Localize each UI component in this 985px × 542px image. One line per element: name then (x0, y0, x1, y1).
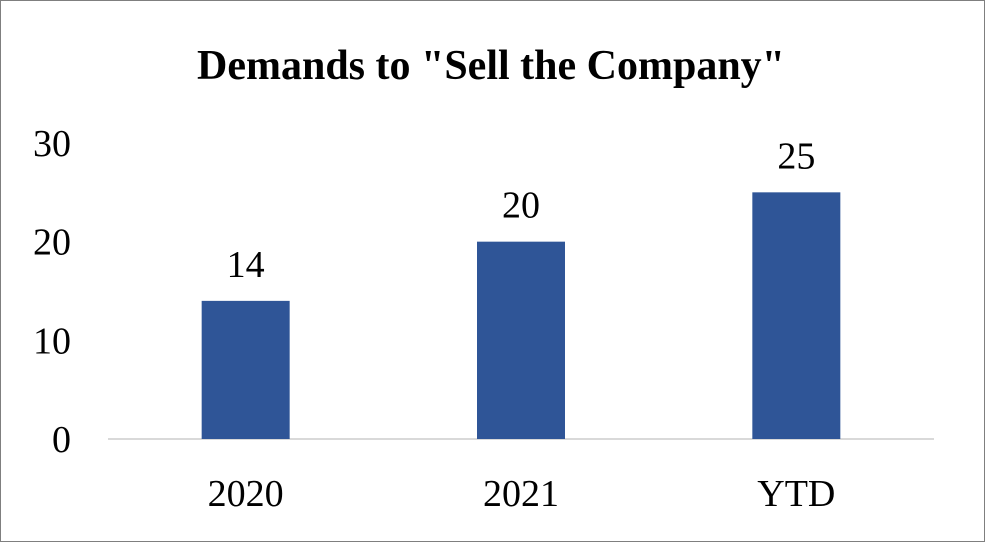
y-tick-label: 0 (52, 419, 71, 461)
data-labels-group: 14 20 25 (227, 135, 816, 286)
x-tick-label: YTD (757, 473, 835, 515)
y-tick-label: 20 (33, 222, 71, 264)
bar-2020 (201, 300, 290, 439)
x-tick-label: 2021 (483, 473, 559, 515)
y-tick-label: 10 (33, 320, 71, 362)
data-label: 25 (777, 135, 815, 177)
data-label: 14 (227, 244, 265, 286)
x-axis-ticks: 2020 2021 YTD (208, 473, 836, 515)
y-tick-label: 30 (33, 123, 71, 165)
y-axis-ticks: 0 10 20 30 (33, 123, 71, 461)
bars-group (201, 192, 841, 439)
data-label: 20 (502, 185, 540, 227)
bar-2021 (477, 241, 565, 439)
x-tick-label: 2020 (208, 473, 284, 515)
bar-ytd (752, 192, 841, 439)
chart-title: Demands to "Sell the Company" (197, 43, 785, 89)
